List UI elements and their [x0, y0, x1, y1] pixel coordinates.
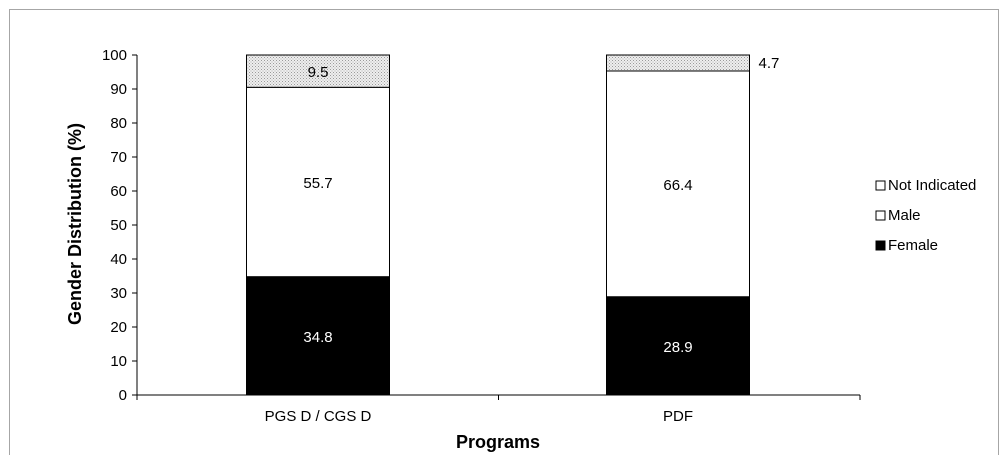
- legend: Not Indicated Male Female: [875, 177, 976, 254]
- x-axis: PGS D / CGS D PDF: [136, 394, 861, 425]
- x-tick-label: PDF: [663, 408, 693, 425]
- legend-swatch: [875, 240, 886, 251]
- y-tick-label: 40: [110, 251, 127, 268]
- legend-swatch: [875, 180, 886, 191]
- y-tick-label: 50: [110, 217, 127, 234]
- data-label: 9.5: [308, 64, 329, 81]
- data-label: 34.8: [303, 329, 332, 346]
- data-label: 66.4: [663, 177, 692, 194]
- bar-segment-female: [606, 296, 750, 396]
- y-tick-label: 70: [110, 149, 127, 166]
- x-tick-label: PGS D / CGS D: [265, 408, 372, 425]
- bars: 34.8 55.7 9.5 28.9 66.4 4.7: [246, 54, 780, 396]
- bar-segment-not-indicated: [606, 54, 750, 72]
- y-tick-label: 80: [110, 115, 127, 132]
- data-label: 55.7: [303, 175, 332, 192]
- bar-segment-male: [606, 70, 750, 298]
- y-tick-label: 20: [110, 319, 127, 336]
- bar-segment-male: [246, 86, 390, 278]
- y-tick-label: 60: [110, 183, 127, 200]
- chart-frame: [9, 9, 999, 455]
- y-axis: 0 10 20 30 40 50 60 70 80 90 100: [102, 47, 138, 404]
- legend-label: Not Indicated: [888, 177, 976, 194]
- y-tick-label: 0: [119, 387, 127, 404]
- y-tick-label: 30: [110, 285, 127, 302]
- data-label: 4.7: [759, 55, 780, 72]
- bar-segment-female: [246, 276, 390, 396]
- y-tick-label: 10: [110, 353, 127, 370]
- y-tick-label: 90: [110, 81, 127, 98]
- y-axis-title: Gender Distribution (%): [65, 123, 85, 325]
- y-tick-label: 100: [102, 47, 127, 64]
- x-axis-title: Programs: [456, 432, 540, 452]
- legend-swatch: [875, 210, 886, 221]
- bar-segment-not-indicated: [246, 54, 390, 88]
- data-label: 28.9: [663, 339, 692, 356]
- legend-label: Female: [888, 237, 938, 254]
- legend-label: Male: [888, 207, 921, 224]
